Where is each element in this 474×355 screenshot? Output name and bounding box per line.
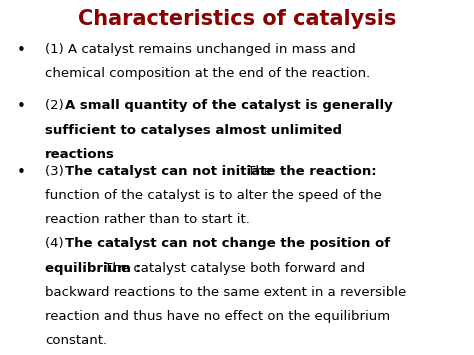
- Text: function of the catalyst is to alter the speed of the: function of the catalyst is to alter the…: [45, 189, 382, 202]
- Text: chemical composition at the end of the reaction.: chemical composition at the end of the r…: [45, 67, 370, 80]
- Text: reaction and thus have no effect on the equilibrium: reaction and thus have no effect on the …: [45, 310, 390, 323]
- Text: •: •: [17, 165, 26, 180]
- Text: reaction rather than to start it.: reaction rather than to start it.: [45, 213, 250, 226]
- Text: •: •: [17, 99, 26, 114]
- Text: The catalyst can not change the position of: The catalyst can not change the position…: [65, 237, 390, 251]
- Text: reactions: reactions: [45, 148, 115, 161]
- Text: A small quantity of the catalyst is generally: A small quantity of the catalyst is gene…: [65, 99, 392, 113]
- Text: (2): (2): [45, 99, 68, 113]
- Text: (4): (4): [45, 237, 68, 251]
- Text: •: •: [17, 43, 26, 58]
- Text: (1) A catalyst remains unchanged in mass and: (1) A catalyst remains unchanged in mass…: [45, 43, 356, 56]
- Text: constant.: constant.: [45, 334, 107, 347]
- Text: The catalyst catalyse both forward and: The catalyst catalyse both forward and: [100, 262, 365, 275]
- Text: Characteristics of catalysis: Characteristics of catalysis: [78, 9, 396, 29]
- Text: The: The: [243, 165, 272, 178]
- Text: The catalyst can not initiate the reaction:: The catalyst can not initiate the reacti…: [65, 165, 376, 178]
- Text: equilibrium :: equilibrium :: [45, 262, 141, 275]
- Text: (3): (3): [45, 165, 68, 178]
- Text: backward reactions to the same extent in a reversible: backward reactions to the same extent in…: [45, 286, 406, 299]
- Text: sufficient to catalyses almost unlimited: sufficient to catalyses almost unlimited: [45, 124, 342, 137]
